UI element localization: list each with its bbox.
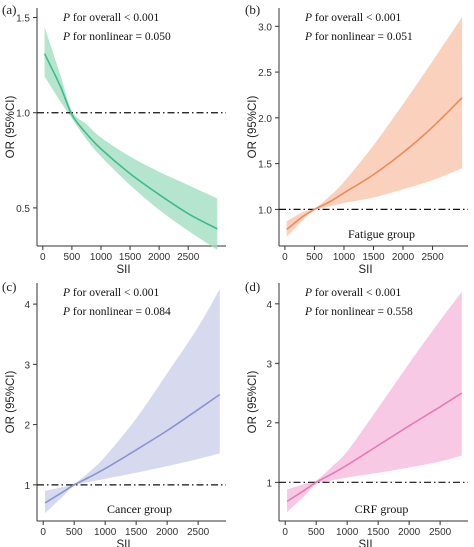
p-overall-text-d: for overall < 0.001 (312, 287, 401, 299)
y-tick-label-a: 1.0 (16, 109, 30, 120)
p-symbol-d: P (304, 287, 312, 299)
y-tick-label-b: 2.0 (258, 114, 272, 125)
p-overall-b: P for overall < 0.001 (304, 12, 401, 24)
x-tick-label-a: 500 (64, 252, 81, 263)
or-curve-b (286, 97, 463, 231)
p-overall-text-a: for overall < 0.001 (70, 12, 159, 24)
p-symbol-b: P (304, 12, 312, 24)
p-overall-d: P for overall < 0.001 (304, 287, 401, 299)
p-nonlinear-d: P for nonlinear = 0.558 (304, 306, 413, 318)
p-overall-text-c: for overall < 0.001 (70, 287, 159, 299)
p-symbol-b: P (304, 31, 312, 43)
p-symbol-d: P (304, 306, 312, 318)
p-overall-c: P for overall < 0.001 (62, 287, 159, 299)
y-tick-label-d: 3 (266, 359, 272, 370)
y-axis-label-b: OR (95%CI) (247, 96, 259, 159)
x-axis-label-a: SII (116, 264, 130, 276)
p-symbol-a: P (62, 12, 70, 24)
panel-a: (a) 0.5 1.0 1.5 0 500 1000 1500 2000 2500 SII OR (9… (2, 2, 226, 276)
or-curve-d (286, 392, 463, 503)
x-tick-label-d: 2000 (398, 527, 421, 538)
p-overall-text-b: for overall < 0.001 (312, 12, 401, 24)
y-axis-label-a: OR (95%CI) (5, 96, 17, 159)
panel-label-b: (b) (245, 2, 260, 17)
x-tick-label-c: 500 (66, 527, 83, 538)
p-symbol-a: P (62, 31, 70, 43)
x-tick-label-c: 1500 (125, 527, 148, 538)
x-tick-label-d: 2500 (429, 527, 452, 538)
y-tick-label-a: 1.5 (16, 14, 30, 25)
p-nonlinear-text-b: for nonlinear = 0.051 (312, 31, 413, 43)
p-nonlinear-a: P for nonlinear = 0.050 (62, 31, 171, 43)
x-tick-label-b: 2500 (421, 252, 444, 263)
x-tick-label-b: 1500 (362, 252, 385, 263)
p-symbol-c: P (62, 287, 70, 299)
y-tick-label-b: 2.5 (258, 68, 272, 79)
p-nonlinear-b: P for nonlinear = 0.051 (304, 31, 413, 43)
or-curve-a (43, 53, 218, 230)
panel-d: (d) 1 2 3 4 0 500 1000 1500 2000 2500 SII OR (95%CI)… (245, 279, 468, 547)
x-tick-label-b: 2000 (392, 252, 415, 263)
x-tick-label-b: 1000 (333, 252, 356, 263)
y-tick-label-c: 2 (24, 421, 30, 432)
x-tick-label-d: 0 (282, 527, 288, 538)
x-tick-label-c: 1000 (94, 527, 117, 538)
y-tick-label-a: 0.5 (16, 204, 30, 215)
group-label-b: Fatigue group (348, 227, 415, 241)
y-tick-label-d: 2 (266, 419, 272, 430)
x-tick-label-a: 0 (40, 252, 46, 263)
group-label-d: CRF group (355, 502, 409, 516)
ci-band-a (44, 27, 218, 250)
x-tick-label-a: 1500 (119, 252, 142, 263)
x-tick-label-c: 2500 (187, 527, 210, 538)
ci-band-d (287, 291, 462, 513)
p-overall-a: P for overall < 0.001 (62, 12, 159, 24)
panel-label-d: (d) (245, 279, 260, 294)
y-tick-label-d: 4 (266, 300, 272, 311)
ci-band-b (286, 17, 463, 237)
y-axis-label-c: OR (95%CI) (5, 371, 17, 434)
x-tick-label-c: 2000 (156, 527, 179, 538)
y-tick-label-b: 3.0 (258, 22, 272, 33)
panel-label-c: (c) (2, 279, 16, 294)
ci-band-c (45, 289, 220, 514)
y-tick-label-d: 1 (266, 478, 272, 489)
x-tick-label-a: 2000 (148, 252, 171, 263)
p-nonlinear-c: P for nonlinear = 0.084 (62, 306, 171, 318)
x-tick-label-d: 1500 (367, 527, 390, 538)
or-curve-c (44, 393, 221, 504)
x-axis-label-b: SII (358, 264, 372, 276)
p-nonlinear-text-a: for nonlinear = 0.050 (70, 31, 171, 43)
y-tick-label-c: 4 (24, 300, 30, 311)
y-tick-label-b: 1.5 (258, 160, 272, 171)
y-axis-label-d: OR (95%CI) (247, 371, 259, 434)
x-tick-label-d: 1000 (336, 527, 359, 538)
y-tick-label-c: 3 (24, 360, 30, 371)
group-label-c: Cancer group (107, 502, 172, 516)
x-axis-label-d: SII (358, 539, 372, 547)
x-tick-label-b: 500 (306, 252, 323, 263)
panel-label-a: (a) (2, 2, 16, 17)
y-tick-label-b: 1.0 (258, 205, 272, 216)
panel-b: (b) 1.0 1.5 2.0 2.5 3.0 0 500 1000 1500 2000 2500 SI… (245, 2, 468, 276)
p-nonlinear-text-c: for nonlinear = 0.084 (70, 306, 171, 318)
x-tick-label-b: 0 (282, 252, 288, 263)
p-symbol-c: P (62, 306, 70, 318)
panel-c: (c) 1 2 3 4 0 500 1000 1500 2000 2500 SII OR (95%CI)… (2, 279, 226, 547)
x-tick-label-c: 0 (40, 527, 46, 538)
x-tick-label-a: 2500 (177, 252, 200, 263)
x-tick-label-a: 1000 (90, 252, 113, 263)
x-tick-label-d: 500 (308, 527, 325, 538)
p-nonlinear-text-d: for nonlinear = 0.558 (312, 306, 413, 318)
x-axis-label-c: SII (116, 539, 130, 547)
y-tick-label-c: 1 (24, 481, 30, 492)
